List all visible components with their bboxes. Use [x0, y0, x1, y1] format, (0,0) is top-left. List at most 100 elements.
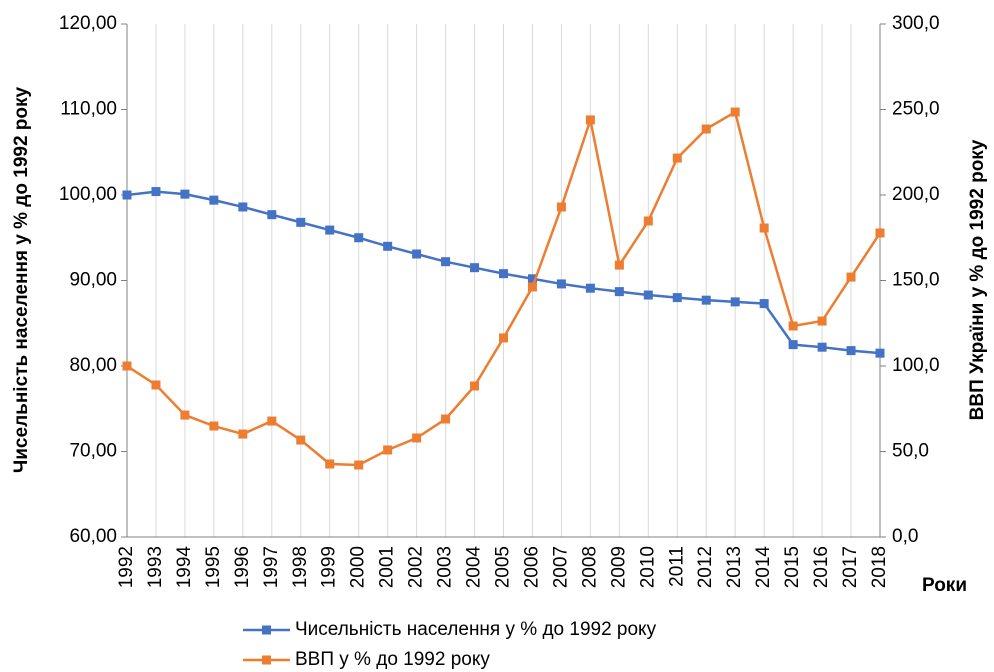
point-marker [499, 333, 508, 343]
point-marker [875, 228, 885, 238]
y-tick-label: 70,00 [69, 441, 117, 462]
point-marker [151, 380, 161, 390]
point-marker [817, 316, 827, 326]
point-marker [296, 217, 306, 227]
point-marker [470, 381, 480, 391]
point-marker [122, 361, 132, 371]
y-tick-label: 90,00 [69, 270, 117, 291]
y2-axis-title: ВВП України у % до 1992 року [967, 139, 988, 420]
x-tick-label: 2013 [724, 546, 745, 588]
point-marker [499, 269, 508, 279]
y2-tick-label: 100,0 [892, 355, 940, 376]
x-tick-label: 2001 [377, 546, 398, 588]
point-marker [730, 107, 740, 117]
point-marker [672, 293, 682, 303]
x-tick-label: 2003 [435, 546, 456, 588]
point-marker [325, 459, 335, 469]
y-tick-label: 60,00 [69, 526, 117, 547]
point-marker [556, 202, 566, 212]
point-marker [209, 421, 219, 431]
point-marker [875, 348, 885, 358]
point-marker [180, 189, 190, 199]
point-marker [788, 321, 798, 331]
y2-tick-label: 0,0 [892, 526, 918, 547]
point-marker [412, 433, 422, 443]
x-tick-label: 2007 [550, 546, 571, 588]
point-marker [354, 233, 364, 243]
x-tick-label: 2004 [464, 546, 485, 589]
y2-tick-label: 50,0 [892, 441, 929, 462]
x-tick-label: 1994 [174, 546, 195, 589]
x-tick-label: 1998 [290, 546, 311, 588]
point-marker [238, 429, 248, 439]
y-tick-label: 120,00 [59, 13, 117, 34]
x-tick-label: 1997 [261, 546, 282, 588]
x-tick-label: 2000 [348, 546, 369, 588]
point-marker [383, 445, 393, 455]
x-tick-label: 1992 [116, 546, 137, 588]
point-marker [383, 241, 393, 251]
x-tick-label: 2009 [608, 546, 629, 588]
point-marker [122, 190, 132, 200]
point-marker [643, 216, 653, 226]
x-tick-label: 2006 [521, 546, 542, 588]
x-tick-label: 2002 [406, 546, 427, 588]
x-tick-label: 1996 [232, 546, 253, 588]
point-marker [151, 187, 161, 197]
x-tick-label: 2012 [695, 546, 716, 588]
x-tick-label: 2014 [753, 546, 774, 589]
point-marker [296, 435, 306, 445]
x-tick-label: 2008 [579, 546, 600, 588]
point-marker [817, 342, 827, 352]
point-marker [759, 223, 769, 233]
point-marker [180, 410, 190, 420]
point-marker [846, 272, 856, 282]
point-marker [441, 414, 451, 424]
x-tick-label: 2017 [840, 546, 861, 588]
x-tick-label: 1993 [145, 546, 166, 588]
y-tick-label: 100,00 [59, 184, 117, 205]
x-tick-label: 1995 [203, 546, 224, 588]
point-marker [412, 249, 422, 259]
x-tick-label: 2016 [811, 546, 832, 588]
point-marker [527, 282, 537, 292]
y2-tick-label: 200,0 [892, 184, 940, 205]
point-marker [325, 225, 335, 235]
x-tick-label: 2011 [666, 546, 687, 587]
x-tick-label: 2018 [869, 546, 890, 588]
x-tick-label: 2010 [637, 546, 658, 588]
point-marker [643, 290, 653, 300]
point-marker [846, 346, 856, 356]
point-marker [267, 210, 277, 220]
point-marker [585, 115, 595, 125]
point-marker [470, 263, 480, 273]
y-axis-title: Чисельність населення у % до 1992 року [11, 86, 32, 473]
point-marker [759, 299, 769, 309]
legend-marker [262, 655, 271, 665]
point-marker [556, 279, 566, 289]
y-tick-label: 80,00 [69, 355, 117, 376]
point-marker [788, 340, 798, 350]
point-marker [585, 283, 595, 293]
point-marker [701, 295, 711, 305]
point-marker [267, 416, 277, 426]
x-axis-title: Роки [922, 575, 967, 596]
x-tick-label: 1999 [319, 546, 340, 588]
x-tick-label: 2005 [493, 546, 514, 588]
y-tick-label: 110,00 [60, 99, 117, 120]
point-marker [238, 202, 248, 212]
point-marker [441, 257, 451, 267]
x-tick-label: 2015 [782, 546, 803, 588]
point-marker [614, 287, 624, 297]
point-marker [209, 195, 219, 205]
point-marker [730, 297, 740, 307]
point-marker [614, 260, 624, 270]
point-marker [701, 124, 711, 134]
point-marker [527, 274, 537, 284]
point-marker [354, 460, 364, 470]
legend-label: Чисельність населення у % до 1992 року [295, 619, 657, 640]
legend-marker [262, 625, 271, 635]
y2-tick-label: 150,0 [892, 270, 940, 291]
